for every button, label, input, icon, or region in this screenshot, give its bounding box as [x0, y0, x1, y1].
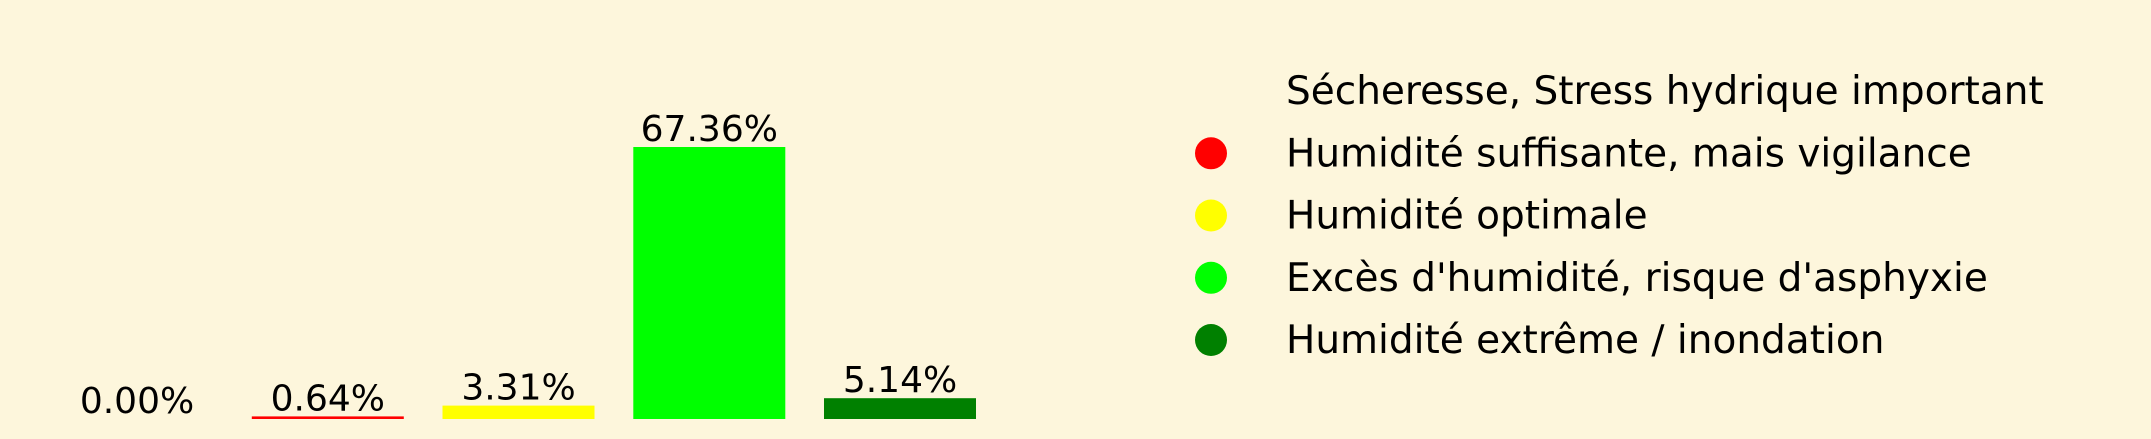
legend: Sécheresse, Stress hydrique important Hum…: [1195, 69, 2044, 363]
bars-group: [251, 147, 976, 419]
data-labels-group: 0.00% 0.64% 3.31% 67.36% 5.14%: [80, 109, 957, 422]
legend-entry-3: Humidité optimale: [1195, 194, 1648, 239]
data-label-3: 3.31%: [461, 368, 575, 409]
data-label-2: 0.64%: [271, 378, 385, 419]
bar-3: [442, 405, 595, 419]
data-label-1: 0.00%: [80, 381, 194, 422]
bar-4: [633, 147, 786, 419]
legend-entry-1: Sécheresse, Stress hydrique important: [1195, 69, 2044, 114]
legend-marker-3: [1195, 199, 1227, 232]
legend-entry-5: Humidité extrême / inondation: [1195, 318, 1884, 363]
data-label-4: 67.36%: [641, 109, 778, 150]
legend-label-5: Humidité extrême / inondation: [1286, 318, 1884, 363]
legend-marker-2: [1195, 137, 1227, 170]
legend-label-2: Humidité suffisante, mais vigilance: [1286, 131, 1972, 176]
legend-label-4: Excès d'humidité, risque d'asphyxie: [1286, 256, 1988, 301]
legend-label-3: Humidité optimale: [1286, 194, 1648, 239]
legend-marker-5: [1195, 324, 1227, 356]
legend-entry-4: Excès d'humidité, risque d'asphyxie: [1195, 256, 1988, 301]
legend-entry-2: Humidité suffisante, mais vigilance: [1195, 131, 1972, 176]
legend-label-1: Sécheresse, Stress hydrique important: [1286, 69, 2044, 114]
bar-5: [824, 398, 976, 419]
legend-marker-4: [1195, 261, 1227, 294]
legend-marker-1: [1195, 75, 1227, 107]
bar-2: [251, 416, 404, 419]
data-label-5: 5.14%: [843, 360, 957, 401]
